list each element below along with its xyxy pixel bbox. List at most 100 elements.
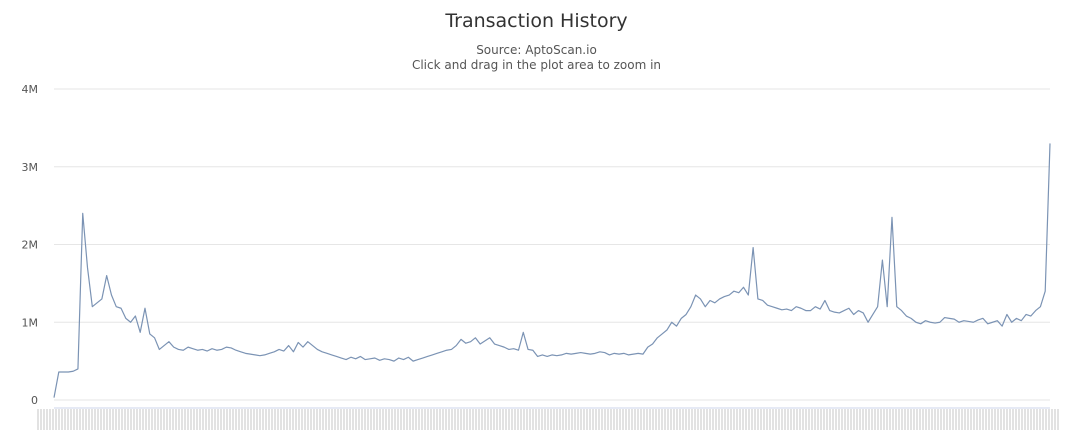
data-point[interactable] xyxy=(914,321,917,324)
data-point[interactable] xyxy=(153,336,156,339)
data-point[interactable] xyxy=(627,353,630,356)
data-point[interactable] xyxy=(369,357,372,360)
data-point[interactable] xyxy=(823,299,826,302)
data-point[interactable] xyxy=(115,305,118,308)
data-point[interactable] xyxy=(297,341,300,344)
data-point[interactable] xyxy=(512,347,515,350)
data-point[interactable] xyxy=(139,331,142,334)
data-point[interactable] xyxy=(388,358,391,361)
data-point[interactable] xyxy=(1034,309,1037,312)
data-point[interactable] xyxy=(847,307,850,310)
data-point[interactable] xyxy=(354,357,357,360)
data-point[interactable] xyxy=(646,346,649,349)
data-point[interactable] xyxy=(876,305,879,308)
data-point[interactable] xyxy=(105,274,108,277)
data-point[interactable] xyxy=(182,349,185,352)
data-point[interactable] xyxy=(555,354,558,357)
data-point[interactable] xyxy=(613,352,616,355)
data-point[interactable] xyxy=(699,297,702,300)
data-point[interactable] xyxy=(522,331,525,334)
data-point[interactable] xyxy=(311,344,314,347)
data-point[interactable] xyxy=(507,348,510,351)
data-point[interactable] xyxy=(637,352,640,355)
data-point[interactable] xyxy=(373,357,376,360)
data-point[interactable] xyxy=(335,355,338,358)
data-point[interactable] xyxy=(292,350,295,353)
data-point[interactable] xyxy=(1025,313,1028,316)
data-point[interactable] xyxy=(598,350,601,353)
data-point[interactable] xyxy=(584,352,587,355)
data-point[interactable] xyxy=(1049,142,1052,145)
data-point[interactable] xyxy=(943,316,946,319)
data-point[interactable] xyxy=(694,294,697,297)
data-point[interactable] xyxy=(689,305,692,308)
data-point[interactable] xyxy=(756,297,759,300)
data-point[interactable] xyxy=(244,352,247,355)
data-point[interactable] xyxy=(828,309,831,312)
data-point[interactable] xyxy=(53,396,56,399)
data-point[interactable] xyxy=(450,348,453,351)
data-point[interactable] xyxy=(172,346,175,349)
data-point[interactable] xyxy=(167,340,170,343)
data-point[interactable] xyxy=(81,212,84,215)
series-line[interactable] xyxy=(53,143,1051,398)
data-point[interactable] xyxy=(742,286,745,289)
data-point[interactable] xyxy=(670,321,673,324)
data-point[interactable] xyxy=(833,311,836,314)
data-point[interactable] xyxy=(981,317,984,320)
data-point[interactable] xyxy=(325,352,328,355)
data-point[interactable] xyxy=(996,319,999,322)
data-point[interactable] xyxy=(857,309,860,312)
data-point[interactable] xyxy=(340,357,343,360)
data-point[interactable] xyxy=(412,360,415,363)
data-point[interactable] xyxy=(723,295,726,298)
data-point[interactable] xyxy=(196,349,199,352)
data-point[interactable] xyxy=(345,358,348,361)
data-point[interactable] xyxy=(321,350,324,353)
data-point[interactable] xyxy=(239,350,242,353)
data-point[interactable] xyxy=(86,266,89,269)
data-point[interactable] xyxy=(665,329,668,332)
data-point[interactable] xyxy=(91,305,94,308)
data-point[interactable] xyxy=(761,299,764,302)
data-point[interactable] xyxy=(129,321,132,324)
data-point[interactable] xyxy=(962,319,965,322)
data-point[interactable] xyxy=(124,317,127,320)
data-point[interactable] xyxy=(527,348,530,351)
data-point[interactable] xyxy=(551,353,554,356)
data-point[interactable] xyxy=(900,309,903,312)
data-point[interactable] xyxy=(383,357,386,360)
data-point[interactable] xyxy=(397,357,400,360)
data-point[interactable] xyxy=(364,358,367,361)
data-point[interactable] xyxy=(493,343,496,346)
data-point[interactable] xyxy=(632,353,635,356)
data-point[interactable] xyxy=(867,321,870,324)
data-point[interactable] xyxy=(766,304,769,307)
data-point[interactable] xyxy=(1015,317,1018,320)
data-point[interactable] xyxy=(464,342,467,345)
data-point[interactable] xyxy=(134,315,137,318)
data-point[interactable] xyxy=(436,352,439,355)
data-point[interactable] xyxy=(680,317,683,320)
data-point[interactable] xyxy=(541,353,544,356)
data-point[interactable] xyxy=(838,311,841,314)
data-point[interactable] xyxy=(330,353,333,356)
data-point[interactable] xyxy=(862,311,865,314)
data-point[interactable] xyxy=(416,358,419,361)
data-point[interactable] xyxy=(934,322,937,325)
data-point[interactable] xyxy=(1001,325,1004,328)
data-point[interactable] xyxy=(732,290,735,293)
data-point[interactable] xyxy=(201,348,204,351)
data-point[interactable] xyxy=(977,318,980,321)
data-point[interactable] xyxy=(685,313,688,316)
data-point[interactable] xyxy=(895,305,898,308)
data-point[interactable] xyxy=(953,318,956,321)
data-point[interactable] xyxy=(1044,290,1047,293)
data-point[interactable] xyxy=(426,355,429,358)
data-point[interactable] xyxy=(608,353,611,356)
data-point[interactable] xyxy=(402,358,405,361)
data-point[interactable] xyxy=(986,322,989,325)
data-point[interactable] xyxy=(76,367,79,370)
data-point[interactable] xyxy=(268,352,271,355)
data-point[interactable] xyxy=(392,360,395,363)
